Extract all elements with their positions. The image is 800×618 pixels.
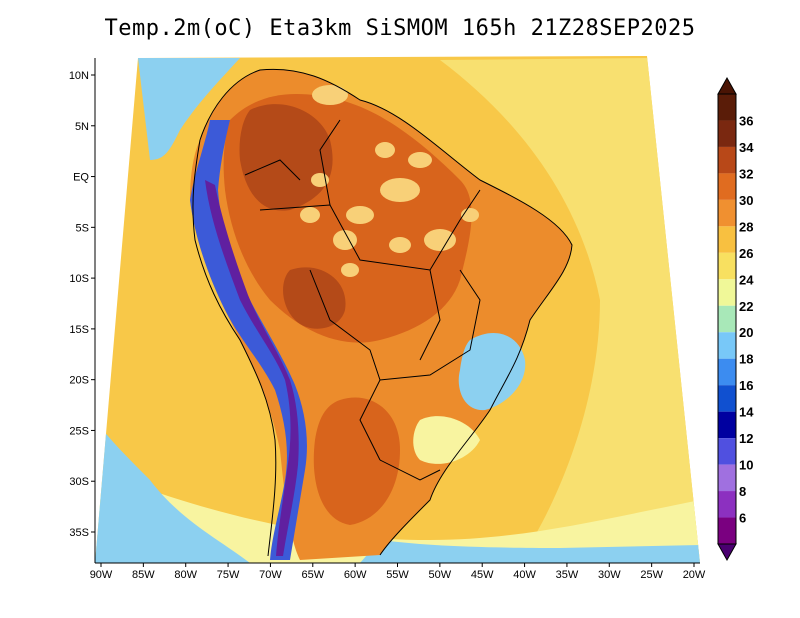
colorbar-swatch xyxy=(718,438,736,465)
colorbar-swatch xyxy=(718,279,736,306)
colorbar-label: 34 xyxy=(739,140,754,155)
latitude-ticks: 10N 5N EQ 5S 10S 15S 20S 25S 30S 35S xyxy=(69,70,95,539)
hotspot xyxy=(346,206,374,224)
hotspot xyxy=(312,85,348,105)
colorbar-label: 14 xyxy=(739,405,754,420)
colorbar-swatch xyxy=(718,411,736,439)
colorbar-swatch xyxy=(718,332,736,359)
hotspot xyxy=(408,152,432,168)
colorbar-label: 16 xyxy=(739,378,753,393)
colorbar-label: 26 xyxy=(739,246,753,261)
lon-tick-label: 55W xyxy=(386,569,409,581)
lon-tick-label: 85W xyxy=(132,569,155,581)
lat-tick-label: 5N xyxy=(75,121,89,133)
colorbar-swatch xyxy=(718,385,736,412)
lat-tick-label: EQ xyxy=(73,172,89,184)
south-coast-cool-band xyxy=(360,540,700,563)
map-title: Temp.2m(oC) Eta3km SiSMOM 165h 21Z28SEP2… xyxy=(104,16,696,41)
colorbar-label: 20 xyxy=(739,325,753,340)
ocean-south-cool xyxy=(95,470,700,563)
ocean-east-mild xyxy=(440,58,700,560)
colorbar-swatch xyxy=(718,252,736,280)
lon-tick-label: 45W xyxy=(471,569,494,581)
pacific-cool-band xyxy=(95,420,250,563)
colorbar-label: 28 xyxy=(739,219,753,234)
hotspot xyxy=(424,229,456,251)
lon-tick-label: 25W xyxy=(640,569,663,581)
lon-tick-label: 50W xyxy=(429,569,452,581)
colorbar-label: 24 xyxy=(739,272,754,287)
lat-tick-label: 35S xyxy=(69,527,89,539)
hotspot xyxy=(333,230,357,250)
lon-tick-label: 80W xyxy=(174,569,197,581)
lat-tick-label: 10N xyxy=(69,70,89,82)
lon-tick-label: 70W xyxy=(259,569,282,581)
colorbar-swatch xyxy=(718,94,736,121)
lat-tick-label: 30S xyxy=(69,476,89,488)
colorbar-label: 22 xyxy=(739,299,753,314)
lon-tick-label: 65W xyxy=(301,569,324,581)
colorbar-label: 10 xyxy=(739,458,753,473)
colorbar-swatch xyxy=(718,358,736,386)
colorbar-label: 36 xyxy=(739,113,753,128)
lat-tick-label: 15S xyxy=(69,324,89,336)
colorbar-swatch xyxy=(718,517,736,544)
lon-tick-label: 40W xyxy=(513,569,536,581)
colorbar: 6 8 10 12 14 16 18 20 22 24 26 28 30 32 34 36 xyxy=(717,76,754,562)
lat-tick-label: 5S xyxy=(76,222,89,234)
colorbar-min-arrow xyxy=(717,543,737,562)
longitude-ticks: 90W 85W 80W 75W 70W 65W 60W 55W 50W 45W 40W 35W 30W 2… xyxy=(90,563,706,581)
temperature-field xyxy=(95,56,700,563)
colorbar-swatch xyxy=(718,173,736,200)
caribbean-cool-band xyxy=(138,58,240,160)
colorbar-label: 32 xyxy=(739,166,753,181)
hotspot xyxy=(375,142,395,158)
lon-tick-label: 35W xyxy=(556,569,579,581)
colorbar-outline xyxy=(717,93,737,545)
lat-tick-label: 25S xyxy=(69,425,89,437)
convective-hotspots xyxy=(300,85,479,277)
hotspot xyxy=(389,237,411,253)
interior-very-hot-zone xyxy=(239,104,346,329)
southeast-coast-cool xyxy=(413,416,480,464)
colorbar-label: 18 xyxy=(739,352,753,367)
colorbar-label: 8 xyxy=(739,484,746,499)
lon-tick-label: 75W xyxy=(217,569,240,581)
colorbar-swatch xyxy=(718,199,736,227)
colorbar-swatch xyxy=(718,120,736,147)
brazilian-highlands-cool xyxy=(458,332,526,411)
colorbar-label: 30 xyxy=(739,193,753,208)
country-borders xyxy=(192,68,573,557)
lon-tick-label: 60W xyxy=(344,569,367,581)
colorbar-swatch xyxy=(718,491,736,518)
colorbar-label: 6 xyxy=(739,511,746,526)
lat-tick-label: 10S xyxy=(69,273,89,285)
lat-tick-label: 20S xyxy=(69,375,89,387)
colorbar-swatch xyxy=(718,305,736,333)
colorbar-swatch xyxy=(718,464,736,492)
andes-very-cold-band xyxy=(205,180,299,556)
colorbar-max-arrow xyxy=(717,76,737,95)
lon-tick-label: 90W xyxy=(90,569,113,581)
lon-tick-label: 30W xyxy=(598,569,621,581)
hotspot xyxy=(300,207,320,223)
hotspot xyxy=(380,178,420,202)
colorbar-label: 12 xyxy=(739,431,753,446)
lon-tick-label: 20W xyxy=(683,569,706,581)
southern-warm-zone xyxy=(313,397,400,525)
colorbar-swatch xyxy=(718,226,736,253)
colorbar-swatch xyxy=(718,146,736,174)
hotspot xyxy=(341,263,359,277)
